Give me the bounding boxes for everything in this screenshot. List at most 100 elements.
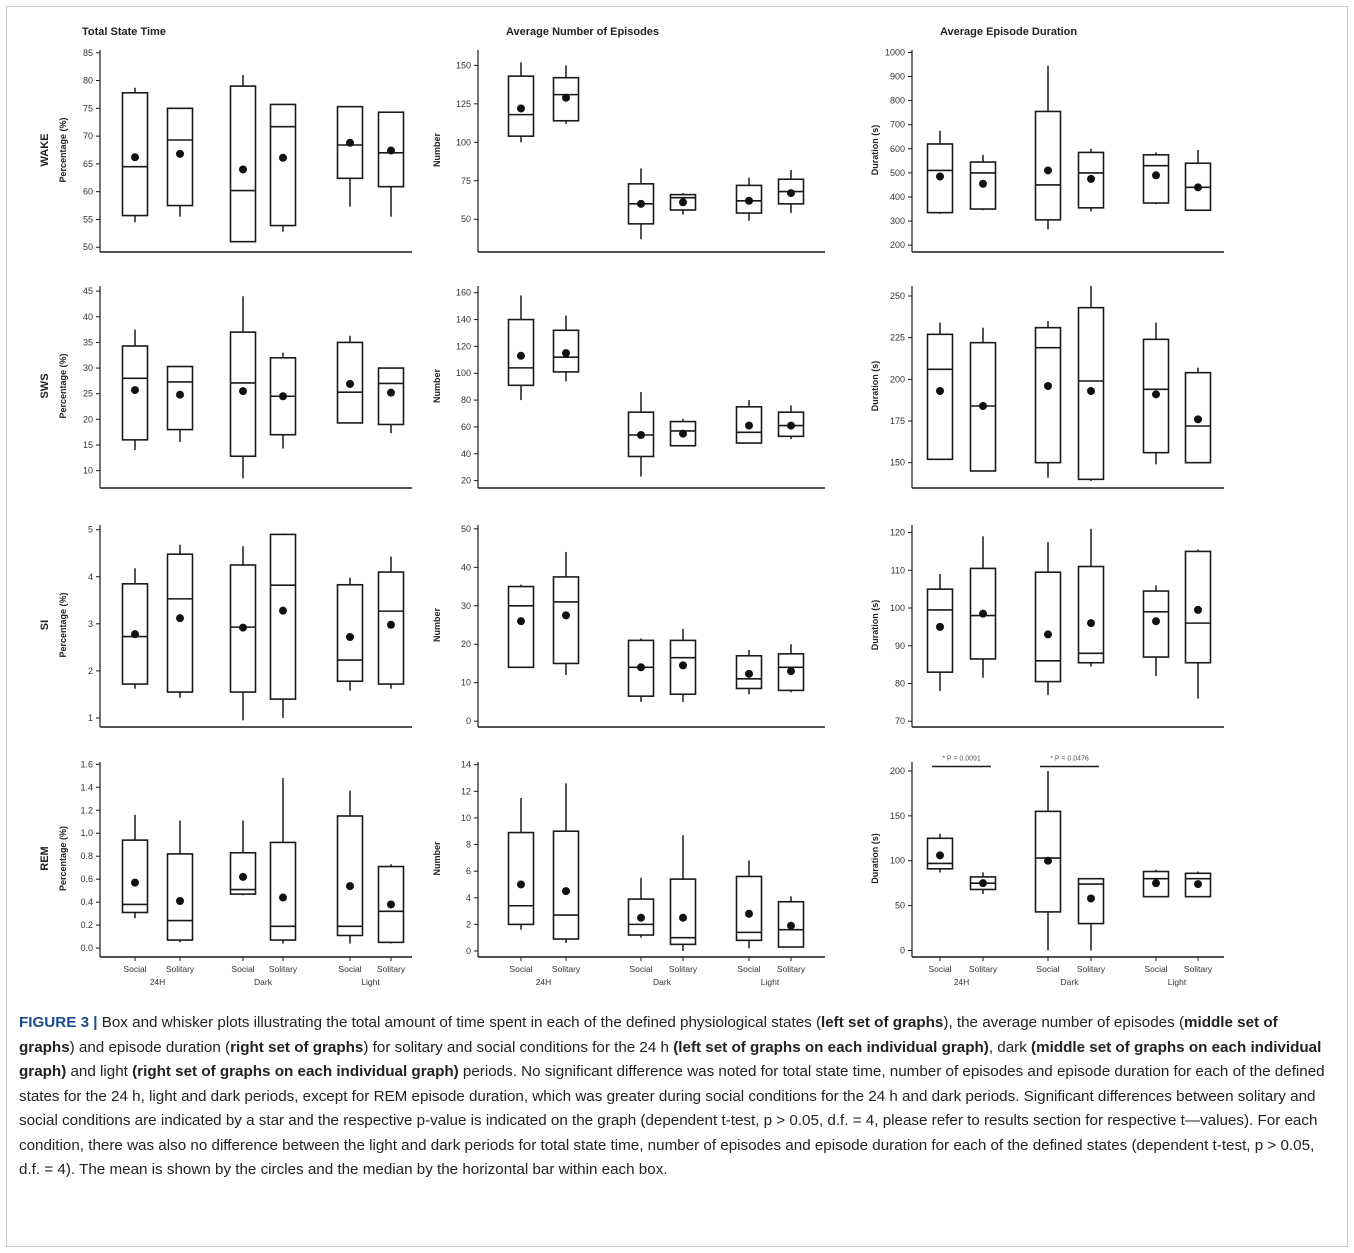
y-tick-label: 225 xyxy=(890,333,905,343)
y-tick-label: 10 xyxy=(83,466,93,476)
y-tick-label: 150 xyxy=(890,458,905,468)
mean-point xyxy=(979,402,987,410)
box-light-solitary xyxy=(377,111,405,217)
x-period-label-dark: Dark xyxy=(1061,977,1080,987)
y-tick-label: 4 xyxy=(88,572,93,582)
box-24h-solitary xyxy=(166,820,194,943)
box-light-social xyxy=(336,335,364,424)
y-tick-label: 75 xyxy=(461,176,471,186)
iqr-box xyxy=(229,851,257,895)
mean-point xyxy=(1087,387,1095,395)
y-tick-label: 65 xyxy=(83,159,93,169)
panel-si-average-episode-duration: 70 80 90 100 110 120 Duration (s) xyxy=(870,525,1224,728)
x-period-label-light: Light xyxy=(1168,977,1187,987)
y-tick-label: 75 xyxy=(83,103,93,113)
mean-point xyxy=(1152,390,1160,399)
mean-point xyxy=(239,623,247,632)
y-tick-label: 100 xyxy=(890,603,905,613)
row-label-si: SI xyxy=(39,620,51,630)
box-dark-social xyxy=(627,392,655,477)
box-24h-social xyxy=(507,295,535,401)
panel-si-total-state-time: 1 2 3 4 5 Percentage (%) SI xyxy=(39,525,412,728)
x-period-label-dark: Dark xyxy=(653,977,672,987)
mean-point xyxy=(1152,171,1160,180)
mean-point xyxy=(562,349,570,358)
row-label-sws: SWS xyxy=(39,373,51,398)
caption-segment: left set of graphs xyxy=(821,1014,944,1031)
mean-point xyxy=(131,153,139,162)
mean-point xyxy=(1044,856,1052,865)
y-tick-label: 150 xyxy=(890,811,905,821)
panel-wake-total-state-time: 50 55 60 65 70 75 80 85 Percentage (%) WAKE xyxy=(39,48,412,253)
iqr-box xyxy=(507,831,535,926)
y-tick-label: 80 xyxy=(83,76,93,86)
caption-segment: ) and episode duration ( xyxy=(69,1038,231,1056)
y-tick-label: 30 xyxy=(461,601,471,611)
y-tick-label: 1.6 xyxy=(80,759,93,769)
mean-point xyxy=(387,900,395,909)
caption-segment: (left set of graphs on each individual g… xyxy=(673,1038,989,1056)
y-tick-label: 1.0 xyxy=(80,828,93,838)
y-tick-label: 0 xyxy=(466,716,471,726)
iqr-box xyxy=(777,900,805,948)
y-tick-label: 600 xyxy=(890,144,905,154)
y-tick-label: 10 xyxy=(461,813,471,823)
y-tick-label: 70 xyxy=(895,716,905,726)
iqr-box xyxy=(552,576,580,665)
box-24h-social xyxy=(926,322,954,461)
mean-point xyxy=(1194,880,1202,889)
y-tick-label: 400 xyxy=(890,192,905,202)
y-tick-label: 45 xyxy=(83,286,93,296)
y-tick-label: 10 xyxy=(461,678,471,688)
mean-point xyxy=(787,421,795,430)
x-period-label-dark: Dark xyxy=(254,977,273,987)
x-tick-label-solitary: Solitary xyxy=(969,964,998,974)
y-tick-label: 0.4 xyxy=(80,897,93,907)
mean-point xyxy=(176,614,184,623)
y-tick-label: 300 xyxy=(890,216,905,226)
y-tick-label: 0.8 xyxy=(80,851,93,861)
mean-point xyxy=(131,630,139,639)
y-tick-label: 6 xyxy=(466,866,471,876)
significance-label: * P = 0.0091 xyxy=(942,755,981,762)
mean-point xyxy=(637,913,645,922)
iqr-box xyxy=(166,365,194,431)
x-tick-label-solitary: Solitary xyxy=(1077,964,1106,974)
caption-segment: (middle set of graphs on each individual… xyxy=(19,1038,1322,1081)
y-tick-label: 160 xyxy=(456,288,471,298)
iqr-box xyxy=(969,341,997,472)
iqr-box xyxy=(926,588,954,673)
box-24h-solitary xyxy=(166,107,194,217)
iqr-box xyxy=(377,367,405,426)
iqr-box xyxy=(1184,872,1212,898)
y-axis-label: Number xyxy=(432,608,442,643)
mean-point xyxy=(279,392,287,401)
box-24h-social xyxy=(926,130,954,214)
y-tick-label: 1.4 xyxy=(80,782,93,792)
y-tick-label: 14 xyxy=(461,760,471,770)
iqr-box xyxy=(269,103,297,227)
box-24h-solitary xyxy=(166,365,194,442)
box-dark-social xyxy=(1034,541,1062,695)
y-axis-label: Percentage (%) xyxy=(58,117,68,182)
mean-point xyxy=(176,897,184,906)
y-tick-label: 900 xyxy=(890,72,905,82)
y-tick-label: 140 xyxy=(456,315,471,325)
box-dark-social xyxy=(627,168,655,240)
iqr-box xyxy=(229,85,257,243)
y-tick-label: 1 xyxy=(88,713,93,723)
y-tick-label: 120 xyxy=(456,341,471,351)
mean-point xyxy=(1152,879,1160,888)
box-light-solitary xyxy=(377,556,405,689)
iqr-box xyxy=(229,331,257,458)
caption-segment: and light xyxy=(66,1063,133,1080)
y-tick-label: 800 xyxy=(890,96,905,106)
iqr-box xyxy=(669,420,697,447)
x-tick-label-social: Social xyxy=(123,964,146,974)
iqr-box xyxy=(735,184,763,214)
iqr-box xyxy=(336,583,364,683)
y-tick-label: 30 xyxy=(83,363,93,373)
mean-point xyxy=(936,172,944,181)
y-tick-label: 3 xyxy=(88,619,93,629)
box-24h-solitary xyxy=(552,551,580,675)
